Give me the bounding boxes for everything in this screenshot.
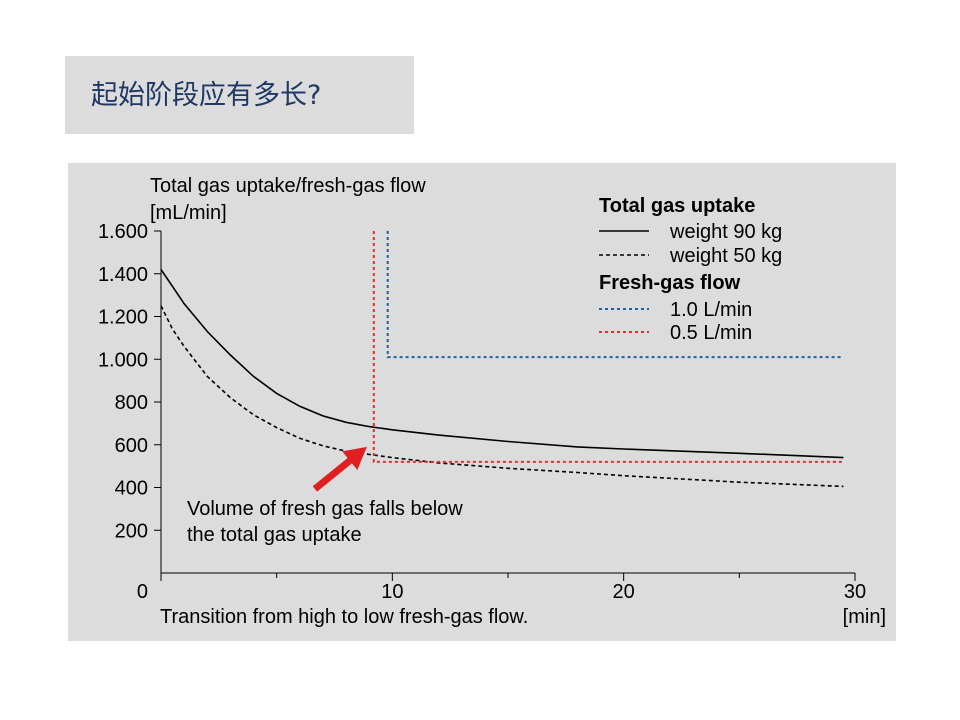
chart-panel: 200 400 600 800 1.000 1.200 1.400 1.600 0 10 20 30 T…	[68, 163, 896, 641]
series-line-2	[386, 231, 844, 359]
y-tick-label: 1.600	[98, 221, 148, 243]
legend: Total gas uptake Fresh-gas flow weight 90 …	[599, 195, 782, 344]
y-axis-title: Total gas uptake/fresh-gas flow	[150, 175, 426, 197]
y-tick-label: 800	[115, 392, 148, 414]
y-tick-label: 1.200	[98, 307, 148, 329]
annotation-text-2: the total gas uptake	[187, 524, 362, 546]
series-layer	[160, 231, 844, 488]
x-axis-title: Transition from high to low fresh-gas fl…	[160, 606, 528, 628]
legend-title-uptake: Total gas uptake	[599, 195, 755, 217]
title-box: 起始阶段应有多长?	[65, 56, 414, 134]
y-axis-unit: [mL/min]	[150, 202, 227, 224]
series-line-3	[372, 231, 844, 463]
x-tick-label: 20	[613, 581, 635, 603]
y-tick-label: 1.400	[98, 264, 148, 286]
chart-svg: 200 400 600 800 1.000 1.200 1.400 1.600 0 10 20 30 T…	[98, 175, 886, 628]
legend-label-2: 1.0 L/min	[670, 299, 752, 321]
y-tick-label: 200	[115, 520, 148, 542]
y-tick-label: 400	[115, 478, 148, 500]
legend-title-fresh: Fresh-gas flow	[599, 272, 741, 294]
slide-title: 起始阶段应有多长?	[91, 80, 322, 111]
x-tick-label: 10	[381, 581, 403, 603]
y-tick-label: 1.000	[98, 349, 148, 371]
x-axis-unit: [min]	[843, 606, 886, 628]
x-tick-label: 30	[844, 581, 866, 603]
axes	[154, 230, 856, 581]
y-tick-label: 600	[115, 435, 148, 457]
legend-label-3: 0.5 L/min	[670, 322, 752, 344]
legend-label-0: weight 90 kg	[669, 221, 782, 243]
labels-layer: 200 400 600 800 1.000 1.200 1.400 1.600 0 10 20 30 T…	[98, 175, 886, 628]
y-tick-label-zero: 0	[137, 581, 148, 603]
legend-label-1: weight 50 kg	[669, 245, 782, 267]
annotation-arrow	[312, 446, 367, 492]
series-line-0	[160, 269, 844, 459]
annotation-text-1: Volume of fresh gas falls below	[187, 498, 463, 520]
series-line-1	[160, 305, 844, 488]
